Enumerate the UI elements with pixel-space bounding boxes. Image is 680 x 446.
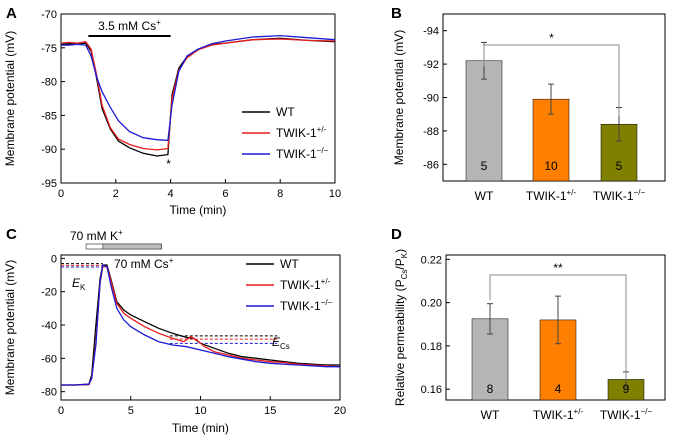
x-category-label-d-2: TWIK-1−/− [600,407,653,422]
plot-frame-a [60,13,336,184]
y-axis-label-b: Membrane potential (mV) [392,30,406,165]
y-tick-label-b: -88 [423,126,439,138]
legend-label-c-0: WT [280,257,299,271]
y-tick-label-a: -90 [41,144,57,156]
k-annotation-c: 70 mM K+ [70,228,123,243]
y-tick-label-c: -80 [41,387,57,399]
series-line-a-1 [60,38,336,151]
bar-n-label-b-2: 5 [616,159,623,173]
legend-label-a-0: WT [276,105,295,119]
bar-b-0 [465,60,503,182]
x-tick-label-a: 6 [222,188,228,200]
cs-application-bar-c [102,243,162,250]
series-line-a-2 [61,34,336,142]
y-tick-label-a: -75 [41,43,57,55]
bar-n-label-b-1: 10 [544,159,558,173]
panel-b: B -86 -88 -90 -92 -94 Membrane potential (mV) 5… [391,5,666,203]
panel-label-a: A [6,5,17,22]
y-tick-label-a: -80 [41,77,57,89]
bar-b-1 [532,98,570,182]
x-axis-label-c: Time (min) [172,421,229,435]
x-tick-label-c: 0 [58,405,64,417]
legend-label-c-1: TWIK-1+/- [280,277,331,292]
y-tick-label-c: -40 [41,320,57,332]
y-tick-label-c: 0 [51,253,57,265]
x-tick-label-a: 8 [277,188,283,200]
panel-label-c: C [6,226,17,243]
panel-d: D 0.16 0.18 0.20 0.22 Relative permeability (… [391,226,666,422]
y-tick-label-a: -95 [41,178,57,190]
y-tick-label-d: 0.18 [421,341,442,353]
cs-annotation-a: 3.5 mM Cs+ [98,18,161,33]
y-tick-label-b: -92 [423,59,439,71]
x-tick-label-c: 10 [194,405,206,417]
x-category-label-d-0: WT [481,408,500,422]
x-tick-label-a: 0 [58,188,64,200]
y-tick-label-c: -20 [41,287,57,299]
panel-label-d: D [391,226,402,243]
y-axis-label-c: Membrane potential (mV) [3,260,17,395]
legend-label-a-1: TWIK-1+/- [276,125,327,140]
x-tick-label-c: 5 [128,405,134,417]
legend-label-c-2: TWIK-1−/− [280,298,333,313]
x-tick-label-c: 20 [334,405,346,417]
panel-a: A 0 2 4 6 8 10 -70 -75 -80 -85 -90 -95 Time (min) Memb… [3,5,341,217]
significance-bracket-d [489,274,627,380]
series-line-c-2 [61,264,340,386]
x-tick-label-a: 4 [168,188,174,200]
x-category-label-b-1: TWIK-1+/- [526,188,577,203]
panel-label-b: B [391,5,402,22]
bar-n-label-d-2: 9 [623,382,630,396]
y-tick-label-b: -86 [423,159,439,171]
series-line-c-0 [61,264,340,386]
y-axis-label-a: Membrane potential (mV) [3,31,17,166]
plot-frame-c [60,254,341,401]
panel-c: C 0 5 10 15 20 0 -20 -40 -60 -80 Time (min) Membrane… [3,226,346,435]
y-tick-label-d: 0.16 [421,384,442,396]
y-tick-label-a: -85 [41,110,57,122]
asterisk-a: * [166,157,171,171]
y-tick-label-d: 0.22 [421,254,442,266]
bar-n-label-d-0: 8 [487,382,494,396]
y-axis-label-d: Relative permeability (PCs/PK) [393,249,409,406]
significance-bracket-b [483,44,620,116]
x-category-label-d-1: TWIK-1+/- [533,407,584,422]
x-tick-label-c: 15 [264,405,276,417]
significance-label-d: ** [553,261,563,275]
x-category-label-b-0: WT [475,189,494,203]
bar-n-label-d-1: 4 [555,382,562,396]
y-tick-label-a: -70 [41,9,57,21]
ek-label-c: EK [72,276,86,292]
x-tick-label-a: 10 [329,188,341,200]
bar-n-label-b-0: 5 [481,159,488,173]
y-tick-label-d: 0.20 [421,298,442,310]
x-tick-label-a: 2 [113,188,119,200]
y-tick-label-c: -60 [41,353,57,365]
ecs-label-c: ECs [272,335,290,351]
legend-label-a-2: TWIK-1−/− [276,146,329,161]
x-category-label-b-2: TWIK-1−/− [593,188,646,203]
x-axis-label-a: Time (min) [170,203,227,217]
y-tick-label-b: -90 [423,93,439,105]
cs-annotation-c: 70 mM Cs+ [114,256,174,271]
y-tick-label-b: -94 [423,26,439,38]
significance-label-b: * [549,31,554,45]
